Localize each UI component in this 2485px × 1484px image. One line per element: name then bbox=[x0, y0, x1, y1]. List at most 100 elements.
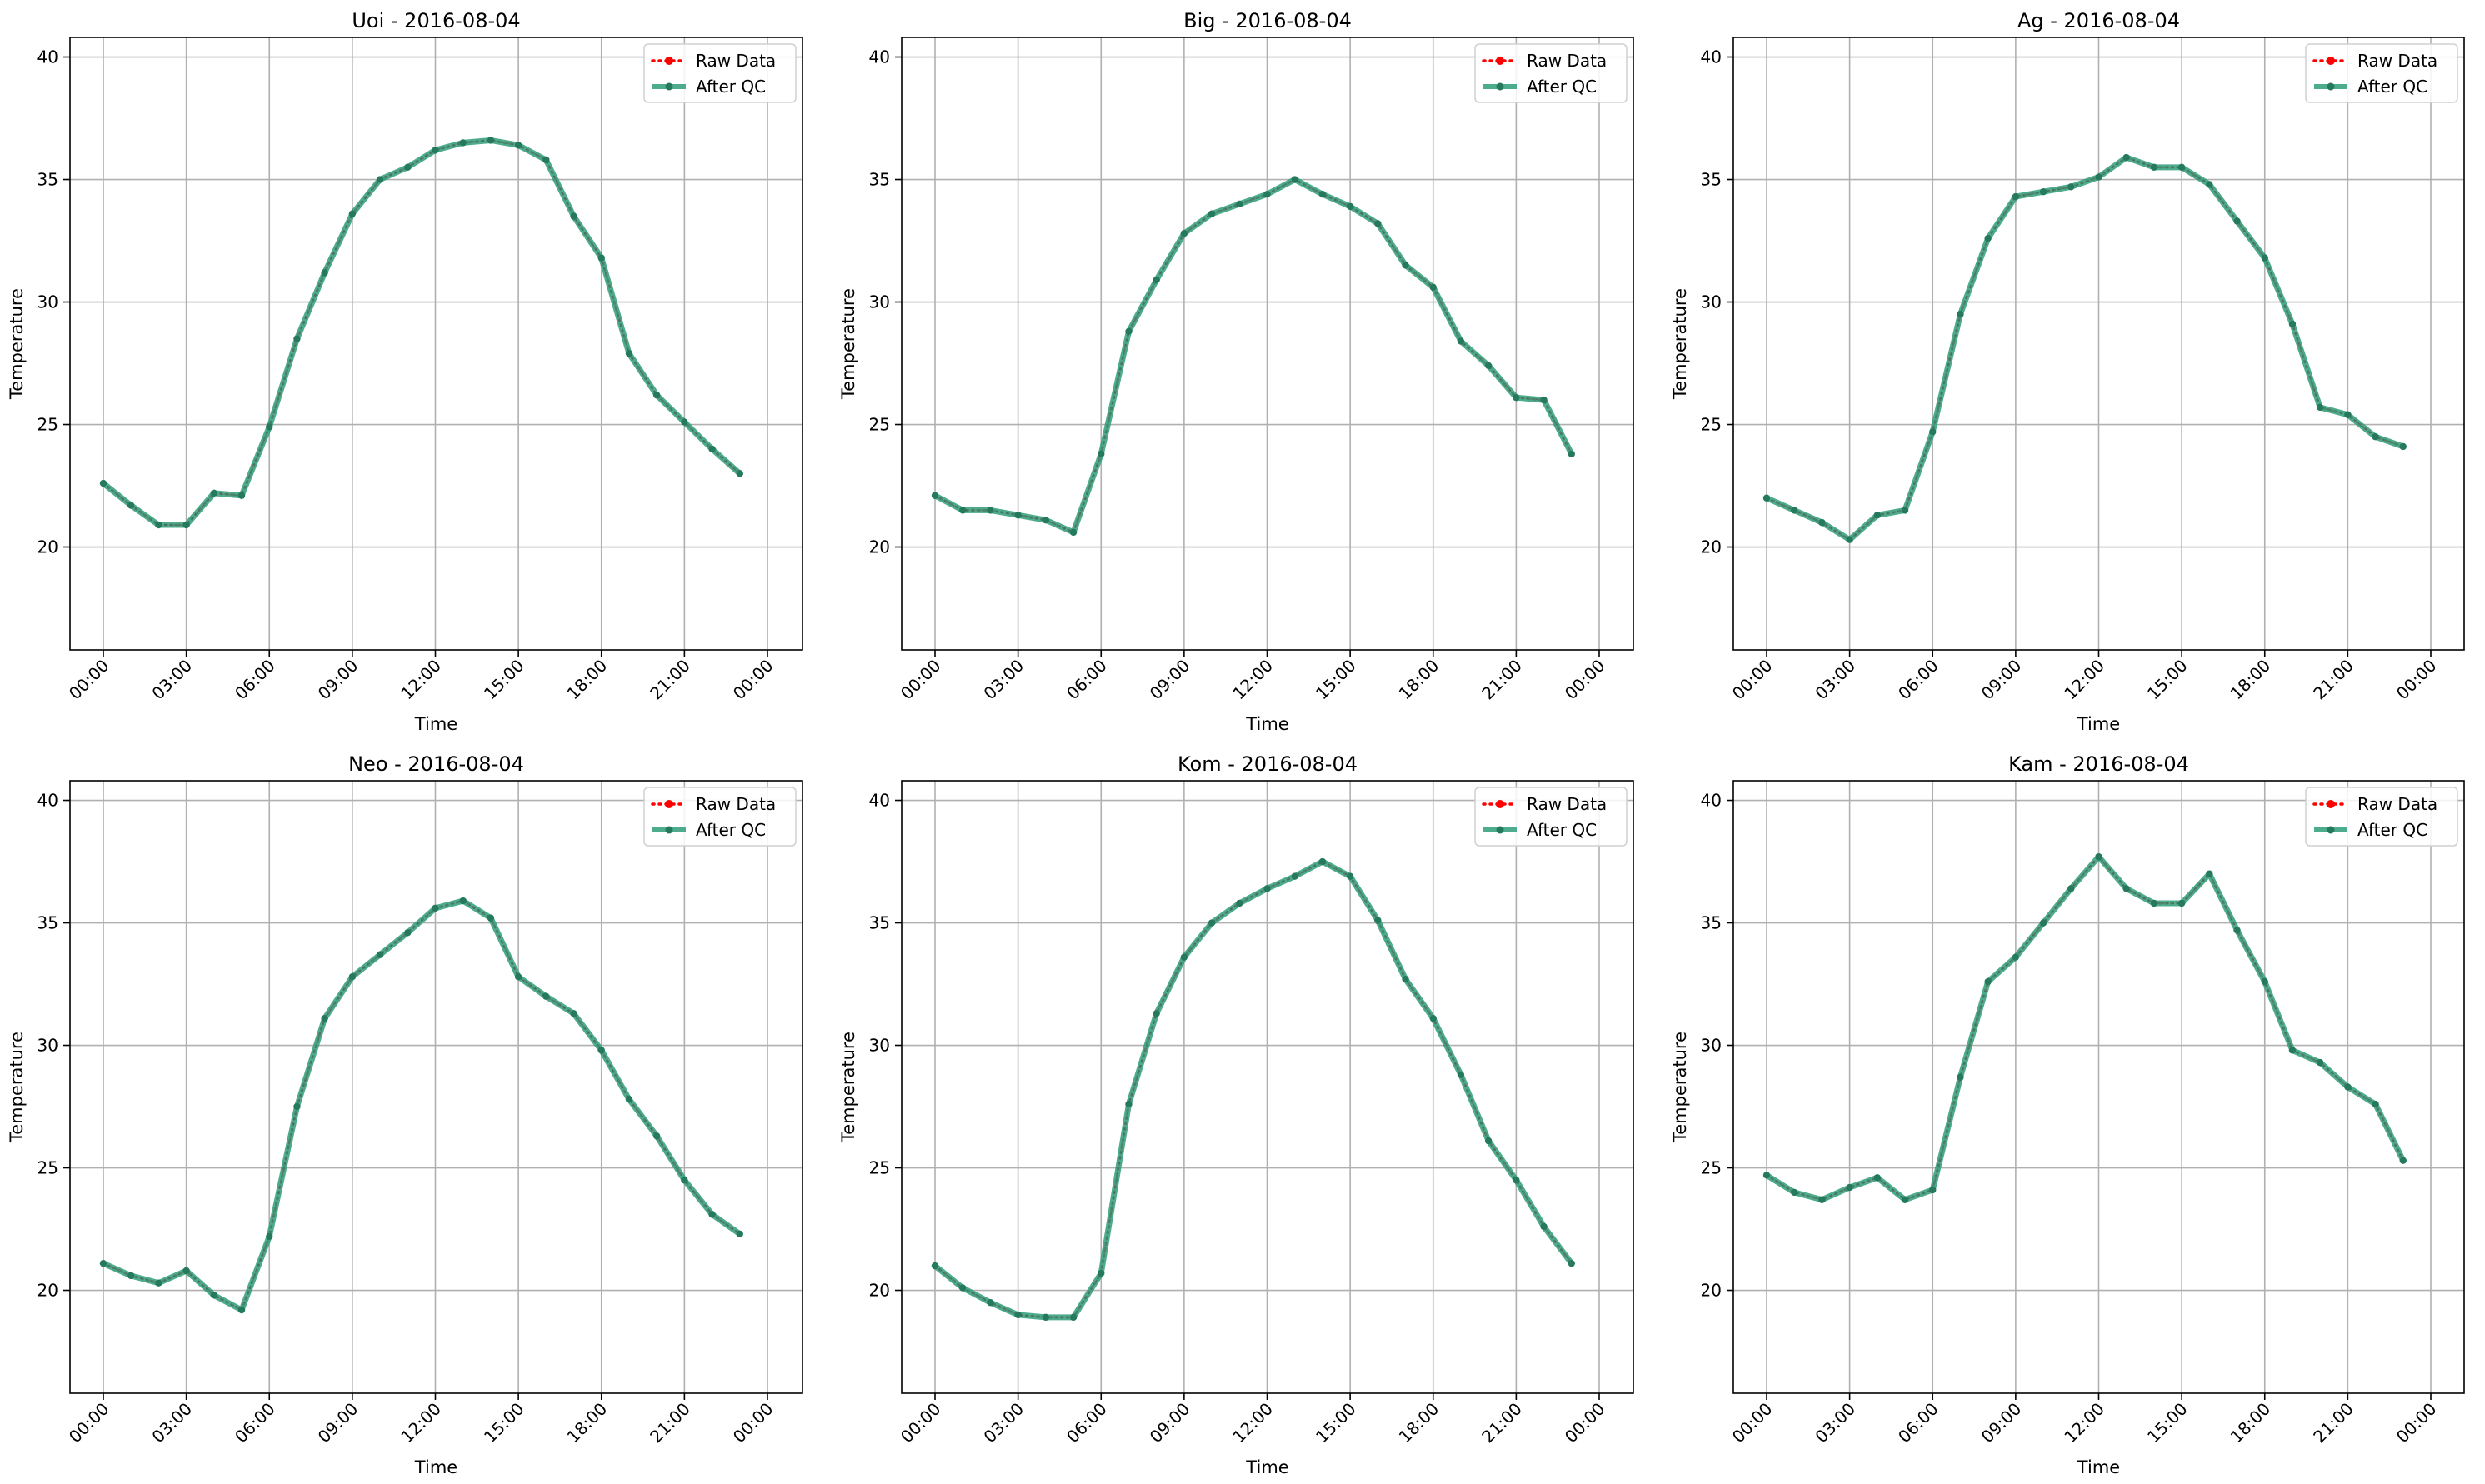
data-point bbox=[1984, 234, 1992, 242]
data-point bbox=[266, 423, 273, 431]
data-point bbox=[1346, 872, 1354, 880]
chart-title: Kom - 2016-08-04 bbox=[1178, 752, 1358, 776]
data-point bbox=[1762, 494, 1771, 502]
data-point bbox=[2399, 442, 2407, 451]
x-tick-label: 00:00 bbox=[1561, 656, 1609, 704]
x-tick-label: 18:00 bbox=[1395, 1399, 1443, 1447]
chart-title: Ag - 2016-08-04 bbox=[2018, 9, 2180, 32]
data-point bbox=[404, 929, 412, 937]
y-tick-label: 25 bbox=[1701, 415, 1722, 435]
y-tick-label: 35 bbox=[1701, 170, 1722, 190]
data-point bbox=[1429, 1014, 1437, 1022]
data-point bbox=[2178, 899, 2186, 907]
y-tick-label: 35 bbox=[869, 170, 890, 190]
x-tick-label: 15:00 bbox=[1312, 1399, 1360, 1447]
y-tick-label: 40 bbox=[1701, 47, 1722, 67]
x-tick-label: 12:00 bbox=[397, 656, 445, 704]
x-axis-label: Time bbox=[1245, 1457, 1288, 1477]
chart-title: Neo - 2016-08-04 bbox=[348, 752, 524, 776]
data-point bbox=[542, 992, 550, 1000]
chart-title: Big - 2016-08-04 bbox=[1183, 9, 1352, 32]
data-point bbox=[376, 951, 384, 958]
legend-qc-label: After QC bbox=[1527, 820, 1597, 840]
data-point bbox=[2039, 919, 2048, 927]
data-point bbox=[1873, 1174, 1882, 1182]
x-tick-label: 00:00 bbox=[729, 1399, 778, 1447]
x-tick-label: 18:00 bbox=[2227, 656, 2275, 704]
y-tick-label: 25 bbox=[869, 1158, 890, 1178]
x-tick-label: 18:00 bbox=[563, 1399, 612, 1447]
data-point bbox=[1236, 200, 1243, 208]
y-tick-label: 40 bbox=[869, 47, 890, 67]
legend-raw-label: Raw Data bbox=[2358, 794, 2438, 814]
data-point bbox=[2122, 153, 2130, 162]
x-tick-label: 00:00 bbox=[1561, 1399, 1609, 1447]
x-tick-label: 09:00 bbox=[1146, 1399, 1194, 1447]
x-tick-label: 06:00 bbox=[1062, 656, 1111, 704]
data-point bbox=[1762, 1172, 1771, 1179]
legend-qc-label: After QC bbox=[2358, 820, 2428, 840]
x-tick-label: 00:00 bbox=[2392, 656, 2441, 704]
data-point bbox=[2344, 1083, 2352, 1091]
data-point bbox=[1540, 1222, 1548, 1231]
data-point bbox=[2039, 188, 2048, 196]
data-point bbox=[2122, 885, 2130, 892]
legend-qc-marker bbox=[665, 826, 673, 834]
data-point bbox=[487, 137, 495, 144]
x-tick-label: 12:00 bbox=[397, 1399, 445, 1447]
x-tick-label: 00:00 bbox=[729, 656, 778, 704]
data-point bbox=[293, 335, 301, 342]
y-tick-label: 30 bbox=[869, 1036, 890, 1056]
data-point bbox=[1069, 528, 1078, 537]
raw-data-line bbox=[933, 860, 1573, 1319]
x-tick-label: 15:00 bbox=[2143, 1399, 2192, 1447]
data-point bbox=[1901, 507, 1909, 514]
data-point bbox=[2288, 1047, 2297, 1054]
x-tick-label: 18:00 bbox=[563, 656, 612, 704]
y-tick-label: 35 bbox=[869, 913, 890, 933]
legend-qc-label: After QC bbox=[2358, 77, 2428, 97]
y-tick-label: 35 bbox=[38, 170, 58, 190]
data-point bbox=[459, 139, 467, 147]
data-point bbox=[2288, 320, 2297, 328]
x-tick-label: 03:00 bbox=[148, 1399, 196, 1447]
y-tick-label: 40 bbox=[1701, 791, 1722, 811]
data-point bbox=[987, 1299, 994, 1307]
y-tick-label: 40 bbox=[38, 47, 58, 67]
x-tick-label: 21:00 bbox=[646, 1399, 694, 1447]
x-axis-label: Time bbox=[2077, 714, 2120, 734]
x-tick-label: 18:00 bbox=[1395, 656, 1443, 704]
data-point bbox=[652, 1132, 661, 1140]
data-point bbox=[266, 1232, 273, 1241]
x-tick-label: 03:00 bbox=[979, 656, 1028, 704]
data-point bbox=[459, 897, 467, 905]
after-qc-line bbox=[101, 137, 742, 528]
y-tick-label: 20 bbox=[1701, 1281, 1722, 1301]
legend-raw-marker bbox=[665, 800, 673, 808]
chart-panel-2: 20 25 30 35 40 00:00 03:00 06:00 09:00 12:00 15:00… bbox=[838, 9, 1634, 734]
data-point bbox=[1125, 1100, 1132, 1108]
y-axis-label: Temperature bbox=[7, 1032, 27, 1143]
data-point bbox=[1346, 202, 1354, 211]
legend-qc-marker bbox=[665, 82, 673, 91]
data-point bbox=[321, 269, 328, 277]
data-point bbox=[128, 1272, 135, 1280]
data-point bbox=[736, 1230, 743, 1238]
data-point bbox=[2399, 1157, 2407, 1164]
y-tick-label: 40 bbox=[38, 791, 58, 811]
data-point bbox=[736, 470, 743, 477]
data-point bbox=[2095, 173, 2102, 181]
data-point bbox=[1125, 327, 1132, 335]
y-tick-label: 25 bbox=[1701, 1158, 1722, 1178]
legend-qc-label: After QC bbox=[1527, 77, 1597, 97]
data-point bbox=[1846, 1183, 1853, 1192]
x-tick-label: 12:00 bbox=[1228, 656, 1277, 704]
legend-raw-marker bbox=[2327, 800, 2335, 808]
data-point bbox=[1957, 311, 1964, 318]
legend: Raw Data After QC bbox=[643, 43, 797, 103]
data-point bbox=[1236, 899, 1243, 907]
x-tick-label: 06:00 bbox=[231, 1399, 279, 1447]
data-point bbox=[1318, 190, 1327, 198]
data-point bbox=[99, 479, 108, 487]
data-point bbox=[570, 1010, 578, 1017]
